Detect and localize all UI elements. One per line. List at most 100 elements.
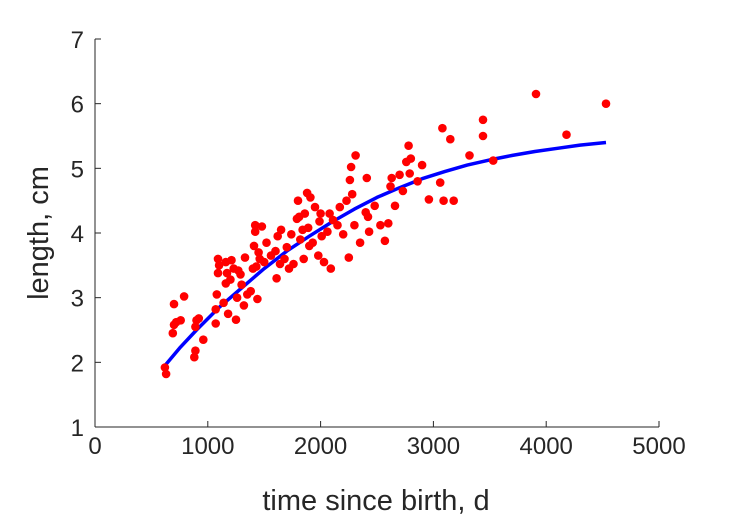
data-point [405,169,415,178]
y-tick-label: 4 [71,221,84,248]
data-point [199,335,208,345]
data-point [280,254,289,264]
data-point [335,202,345,212]
data-point [300,209,310,218]
data-point [562,130,571,139]
data-point [251,262,261,271]
data-point [344,253,354,262]
data-point [338,230,348,239]
data-point [179,292,189,301]
y-axis-label: length, cm [23,166,55,300]
data-point [390,201,400,211]
data-point [262,238,271,247]
data-point [259,257,269,267]
data-point [319,257,329,267]
data-point [236,270,245,279]
data-point [168,328,178,338]
data-point [250,220,260,230]
data-point [478,115,488,125]
data-point [438,123,447,133]
data-point [413,177,422,186]
data-point [314,251,323,260]
data-point [232,293,242,303]
data-point [239,301,249,310]
data-point [306,193,315,202]
data-point [169,299,179,309]
y-tick-label: 6 [71,92,84,119]
data-point [296,235,305,244]
fit-curve-layer [163,140,607,367]
x-tick-label: 1000 [181,433,234,460]
data-point [601,99,611,108]
y-tick-label: 3 [71,286,84,313]
data-point [351,151,360,160]
data-point [315,217,324,226]
data-point [404,141,413,150]
y-tick-label: 7 [71,27,84,54]
x-tick-label: 0 [88,433,101,460]
fit-curve [163,140,607,367]
data-point [276,225,286,235]
x-tick-label: 5000 [632,433,685,460]
data-point [211,305,220,314]
data-point [362,173,372,183]
data-point [161,369,171,379]
x-axis-label: time since birth, d [262,485,489,517]
data-point [370,201,380,211]
data-point [346,162,356,172]
data-point [272,274,281,283]
data-point [214,261,224,270]
data-point [323,227,332,236]
data-point [424,195,434,204]
data-point [449,196,459,205]
data-point [282,242,292,252]
data-point [363,212,373,222]
data-point [222,268,232,278]
y-axis-ticks: 1 2 3 4 5 6 7 [71,27,101,442]
data-point [190,352,199,362]
y-tick-label: 1 [71,415,84,442]
y-tick-label: 2 [71,350,84,377]
data-point [213,268,223,278]
data-point [478,131,488,141]
data-point [435,178,445,187]
data-point [160,363,170,372]
data-point [194,314,204,323]
data-point [376,220,385,230]
data-point [237,280,246,290]
data-point [287,230,296,239]
data-point [240,253,250,262]
data-point [342,196,351,205]
data-point [345,175,355,185]
data-point [386,182,395,191]
data-point [257,222,267,231]
data-point [293,196,303,205]
data-point [212,290,222,299]
data-point [350,220,359,230]
data-point [231,315,241,325]
x-axis-ticks: 0 1000 2000 3000 4000 5000 [88,421,686,460]
data-point [246,286,255,296]
data-point [223,309,233,319]
data-point [303,223,313,233]
y-tick-label: 5 [71,156,84,183]
data-point [176,316,185,325]
data-point [191,322,200,332]
data-point [439,196,448,205]
data-point [395,170,404,180]
data-point [250,227,260,236]
data-point [213,254,223,264]
data-point [387,173,397,183]
data-point [253,294,262,304]
data-point [398,186,408,196]
data-point [488,156,498,165]
data-point [191,346,200,356]
data-point [308,238,318,247]
data-point [465,151,474,160]
data-point [531,89,541,99]
data-point [347,189,357,199]
data-point [380,236,390,246]
data-point [355,238,365,247]
data-point [227,255,236,265]
x-tick-label: 4000 [520,433,573,460]
